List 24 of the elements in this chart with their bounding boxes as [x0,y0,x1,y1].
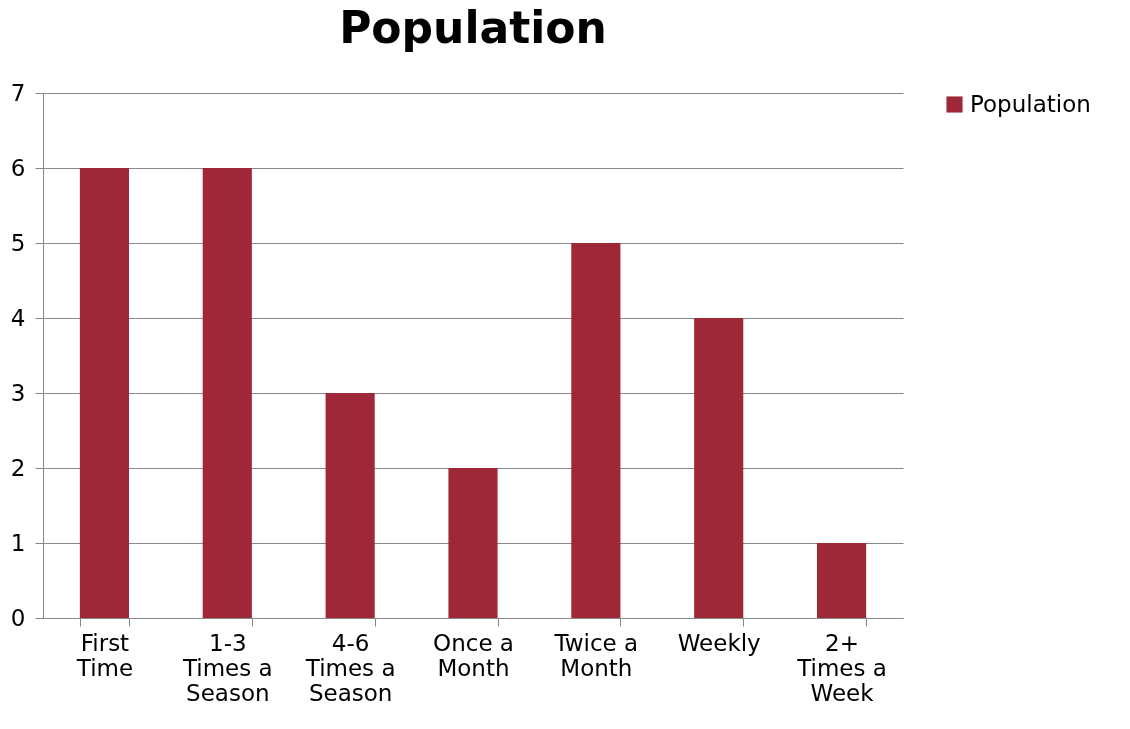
bar [817,543,867,618]
x-tick-label: 2+ Times a Week [796,629,887,706]
y-tick-label: 2 [10,454,26,481]
x-tick-label: 1-3 Times a Season [181,629,273,706]
x-tick-label: Weekly [677,629,761,656]
bar [571,243,621,618]
y-tick-label: 3 [10,379,26,406]
y-tick-label: 4 [10,304,26,331]
chart-title: Population [339,2,607,53]
x-tick-label: 4-6 Times a Season [304,629,396,706]
y-tick-label: 5 [10,229,26,256]
bar [202,168,252,618]
bar [325,393,375,618]
legend-label: Population [970,90,1091,117]
x-tick-label: First Time [75,629,134,681]
x-tick-label: Once a Month [433,629,514,681]
x-tick-label: Twice a Month [553,629,639,681]
bar [448,468,498,618]
y-tick-label: 7 [10,79,26,106]
bar [79,168,129,618]
y-tick-label: 6 [10,154,26,181]
y-tick-label: 0 [10,604,26,631]
y-tick-label: 1 [10,529,26,556]
bar [694,318,744,618]
